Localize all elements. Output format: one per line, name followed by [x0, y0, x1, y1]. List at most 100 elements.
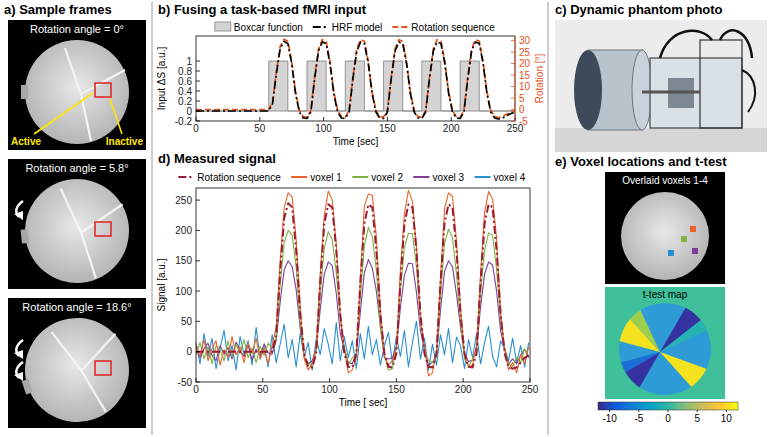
- y-tick: [196, 291, 200, 292]
- x-tick: [451, 117, 452, 121]
- legend-item: HRF model: [313, 22, 383, 33]
- frame-bg: [8, 159, 146, 289]
- x-tick-label: 200: [455, 384, 472, 395]
- x-tick-label: 150: [388, 384, 405, 395]
- y-tick: [196, 121, 200, 122]
- y-tick-label: 50: [181, 316, 193, 327]
- phantom-septum: [52, 313, 139, 420]
- x-axis-title: Time [ sec]: [339, 397, 388, 408]
- x-tick-label: 250: [522, 384, 539, 395]
- legend-item: voxel 3: [413, 172, 464, 183]
- photo-frame: [700, 40, 742, 128]
- x-tick-label: 50: [257, 384, 269, 395]
- rotation-arrowhead: [14, 372, 23, 381]
- y-tick: [196, 200, 200, 201]
- colorbar-tick-label: 10: [721, 413, 733, 424]
- legend-swatch: [178, 176, 194, 178]
- x-tick-label: 0: [193, 123, 199, 134]
- y-tick: [196, 111, 200, 112]
- plot-frame: [196, 188, 530, 382]
- y-tick-label: 0: [186, 106, 192, 117]
- panel-title: d) Measured signal: [158, 151, 276, 166]
- y2-tick-label: 15: [519, 70, 531, 81]
- frame-label: Rotation angle = 0°: [30, 23, 124, 35]
- x-tick: [262, 378, 263, 382]
- divider: [152, 2, 153, 435]
- overlay-bg: [605, 172, 725, 284]
- panel-title: c) Dynamic phantom photo: [555, 2, 723, 17]
- y2-tick: [511, 109, 515, 110]
- phantom: [21, 40, 129, 144]
- rotation-arrowhead: [14, 350, 23, 359]
- y-tick-label: -0.2: [175, 116, 193, 127]
- legend-swatch: [215, 22, 231, 31]
- panel-title: e) Voxel locations and t-test: [555, 154, 727, 169]
- phantom-disc: [11, 304, 143, 436]
- legend: Rotation sequence voxel 1 voxel 2 voxel 3 vo…: [178, 172, 525, 183]
- legend-label: voxel 2: [371, 172, 403, 183]
- tmap-wedge: [660, 352, 716, 397]
- colorbar-tick-label: 5: [694, 413, 700, 424]
- phantom-septum: [61, 182, 130, 281]
- plot-frame: [196, 36, 515, 121]
- voxel-marker: [690, 226, 696, 232]
- x-tick-label: 100: [321, 384, 338, 395]
- y-tick-label: 150: [175, 255, 192, 266]
- y-tick: [196, 71, 200, 72]
- y2-tick-label: 10: [519, 81, 531, 92]
- line-series: [196, 203, 529, 369]
- x-tick-label: 200: [443, 123, 460, 134]
- y-tick-label: 1: [186, 56, 192, 67]
- photo-table: [555, 128, 767, 152]
- y2-tick: [511, 52, 515, 53]
- y2-tick-label: 20: [519, 58, 531, 69]
- legend-item: voxel 2: [352, 172, 403, 183]
- colorbar-tick: [668, 410, 669, 412]
- tmap-bg: [605, 287, 725, 399]
- tmap: [602, 298, 716, 404]
- photo-tube: [742, 70, 755, 112]
- phantom: [7, 304, 143, 437]
- legend-swatch: [352, 176, 368, 178]
- phantom: [16, 174, 134, 288]
- overlay-phantom: [621, 192, 709, 280]
- active-label: Active: [11, 136, 41, 147]
- tmap-wedge: [602, 352, 660, 382]
- x-tick: [396, 378, 397, 382]
- y2-tick-label: 25: [519, 47, 531, 58]
- y2-tick-label: -5: [519, 116, 528, 127]
- overlay-label: Overlaid voxels 1-4: [622, 175, 708, 186]
- line-series: [196, 39, 514, 117]
- legend-label: Rotation sequence: [197, 172, 281, 183]
- voxel-marker: [668, 250, 674, 256]
- y2-tick: [511, 121, 515, 122]
- y-tick-label: 100: [175, 286, 192, 297]
- tmap-wedge: [620, 298, 660, 352]
- colorbar-tick: [697, 410, 698, 412]
- x-tick: [196, 117, 197, 121]
- colorbar-tick: [609, 410, 610, 412]
- colorbar-tick-label: -10: [602, 413, 617, 424]
- legend-item: voxel 4: [475, 172, 526, 183]
- photo-tube: [660, 30, 752, 58]
- legend-item: voxel 1: [291, 172, 342, 183]
- pointer: [110, 99, 122, 134]
- pointer: [34, 93, 93, 134]
- x-tick-label: 100: [315, 123, 332, 134]
- y2-tick: [511, 75, 515, 76]
- y-axis-title: Signal [a.u.]: [156, 258, 167, 311]
- legend-swatch: [392, 26, 408, 28]
- tmap-wedge: [660, 315, 714, 352]
- colorbar-tick-label: 0: [665, 413, 671, 424]
- x-tick-label: 0: [193, 384, 199, 395]
- legend-label: Rotation sequence: [411, 22, 495, 33]
- y-tick: [196, 81, 200, 82]
- phantom-disc: [25, 40, 129, 144]
- y2-tick: [511, 98, 515, 99]
- y2-tick: [511, 86, 515, 87]
- x-tick-label: 150: [379, 123, 396, 134]
- roi-box: [95, 222, 111, 236]
- x-tick: [329, 378, 330, 382]
- photo-bg: [555, 20, 767, 152]
- y-tick-label: -50: [178, 377, 193, 388]
